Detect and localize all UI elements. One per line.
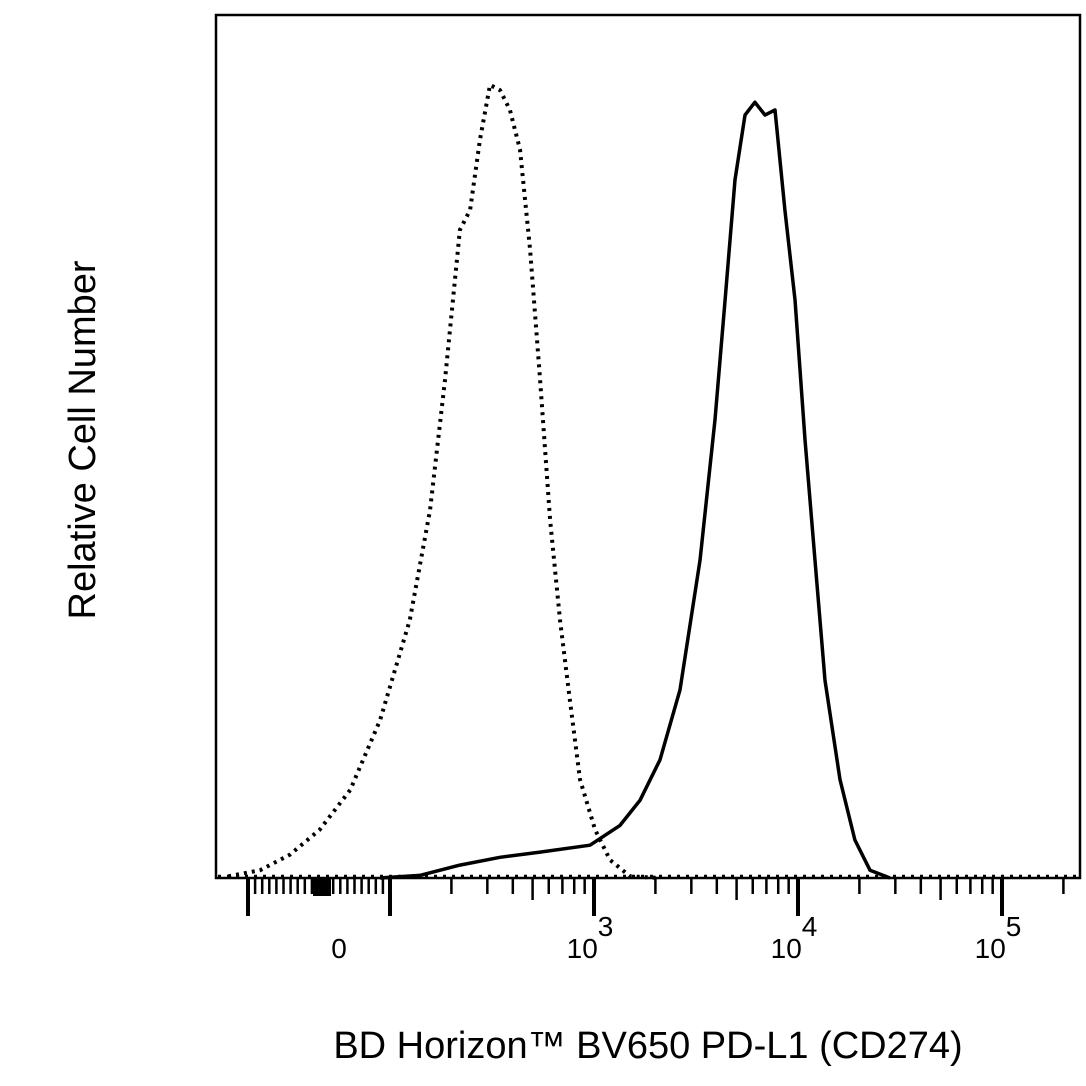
x-tick-label: 0 <box>331 933 347 964</box>
y-axis-label: Relative Cell Number <box>62 260 104 619</box>
x-tick-zero-block <box>313 878 331 896</box>
x-tick-label: 105 <box>975 911 1022 964</box>
x-tick-labels: 0 103 104 105 <box>331 911 1021 964</box>
isotype-control-curve <box>227 82 661 880</box>
plot-frame <box>214 13 1082 880</box>
pd-l1-stained-curve <box>379 100 891 880</box>
x-tick-label: 104 <box>771 911 818 964</box>
x-axis-label: BD Horizon™ BV650 PD-L1 (CD274) <box>333 1025 962 1067</box>
x-tick-label: 103 <box>567 911 614 964</box>
series-group <box>218 82 1078 880</box>
x-axis-ticks <box>246 878 1065 916</box>
